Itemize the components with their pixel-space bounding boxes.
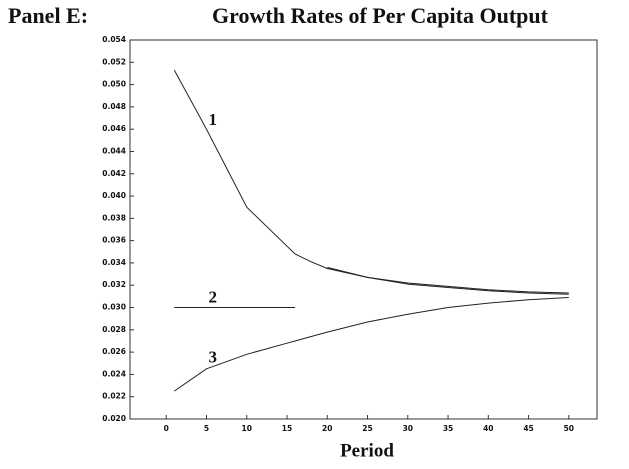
- y-tick-label: 0.032: [102, 280, 126, 289]
- chart-title: Growth Rates of Per Capita Output: [212, 3, 549, 28]
- y-tick-label: 0.042: [102, 169, 126, 178]
- x-tick-label: 25: [362, 424, 372, 433]
- y-tick-label: 0.048: [102, 102, 126, 111]
- y-tick-label: 0.028: [102, 325, 126, 334]
- series-label: 1: [208, 110, 217, 129]
- y-tick-label: 0.030: [102, 303, 126, 312]
- y-tick-label: 0.044: [102, 146, 126, 155]
- x-tick-label: 10: [242, 424, 252, 433]
- x-tick-label: 35: [443, 424, 453, 433]
- y-tick-label: 0.050: [102, 80, 126, 89]
- series-label: 3: [208, 348, 217, 367]
- plot-frame: [129, 39, 598, 420]
- x-tick-label: 5: [204, 424, 209, 433]
- y-tick-label: 0.024: [102, 369, 126, 378]
- series-label: 2: [208, 287, 217, 306]
- x-tick-label: 20: [322, 424, 332, 433]
- x-tick-label: 40: [483, 424, 493, 433]
- y-tick-label: 0.036: [102, 236, 126, 245]
- x-tick-label: 50: [564, 424, 574, 433]
- y-tick-label: 0.034: [102, 258, 126, 267]
- y-tick-label: 0.022: [102, 392, 126, 401]
- panel-label: Panel E:: [8, 3, 88, 28]
- x-tick-label: 0: [164, 424, 169, 433]
- series-line: [173, 69, 569, 294]
- y-tick-label: 0.054: [102, 35, 126, 44]
- x-tick-label: 45: [523, 424, 533, 433]
- y-tick-label: 0.040: [102, 191, 126, 200]
- series-line: [174, 266, 569, 308]
- series-line: [174, 297, 569, 392]
- x-tick-label: 15: [282, 424, 292, 433]
- y-tick-label: 0.020: [102, 414, 126, 423]
- y-tick-label: 0.038: [102, 213, 126, 222]
- y-tick-label: 0.052: [102, 57, 126, 66]
- x-axis-label: Period: [340, 440, 394, 461]
- y-tick-label: 0.026: [102, 347, 126, 356]
- x-tick-label: 30: [403, 424, 413, 433]
- y-tick-label: 0.046: [102, 124, 126, 133]
